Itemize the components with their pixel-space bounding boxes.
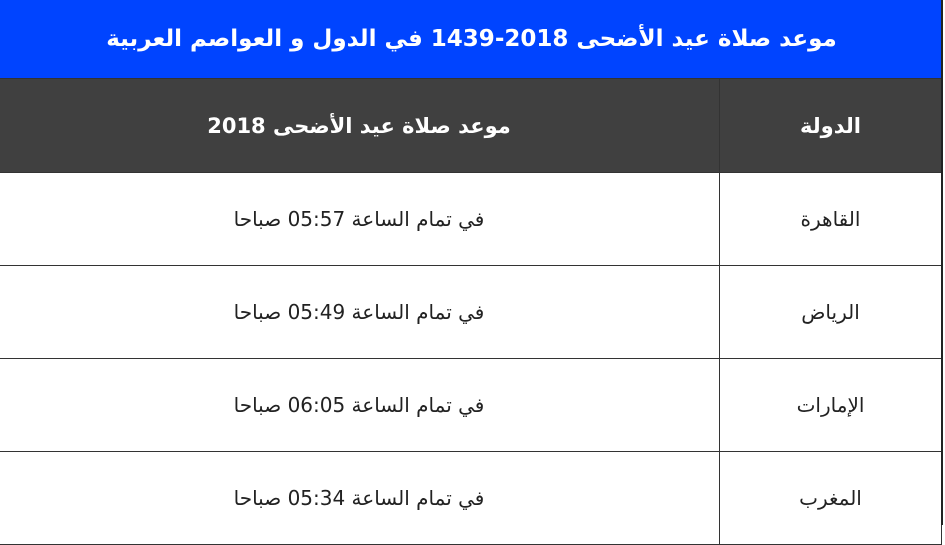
- country-cell: المغرب: [719, 451, 942, 545]
- page-title: موعد صلاة عيد الأضحى 2018-1439 في الدول …: [106, 26, 837, 52]
- table-row: المغرب في تمام الساعة 05:34 صباحا: [0, 451, 942, 545]
- header-country: الدولة: [719, 78, 942, 173]
- country-cell: القاهرة: [719, 172, 942, 266]
- time-cell: في تمام الساعة 06:05 صباحا: [0, 358, 720, 452]
- prayer-times-table: الدولة موعد صلاة عيد الأضحى 2018 القاهرة…: [0, 78, 942, 545]
- table-row: القاهرة في تمام الساعة 05:57 صباحا: [0, 172, 942, 266]
- right-border: [941, 0, 943, 525]
- table-row: الإمارات في تمام الساعة 06:05 صباحا: [0, 358, 942, 452]
- header-time: موعد صلاة عيد الأضحى 2018: [0, 78, 720, 173]
- table-header-row: الدولة موعد صلاة عيد الأضحى 2018: [0, 78, 942, 173]
- country-cell: الإمارات: [719, 358, 942, 452]
- time-cell: في تمام الساعة 05:34 صباحا: [0, 451, 720, 545]
- time-cell: في تمام الساعة 05:57 صباحا: [0, 172, 720, 266]
- page-title-banner: موعد صلاة عيد الأضحى 2018-1439 في الدول …: [0, 0, 943, 78]
- table-row: الرياض في تمام الساعة 05:49 صباحا: [0, 265, 942, 359]
- country-cell: الرياض: [719, 265, 942, 359]
- time-cell: في تمام الساعة 05:49 صباحا: [0, 265, 720, 359]
